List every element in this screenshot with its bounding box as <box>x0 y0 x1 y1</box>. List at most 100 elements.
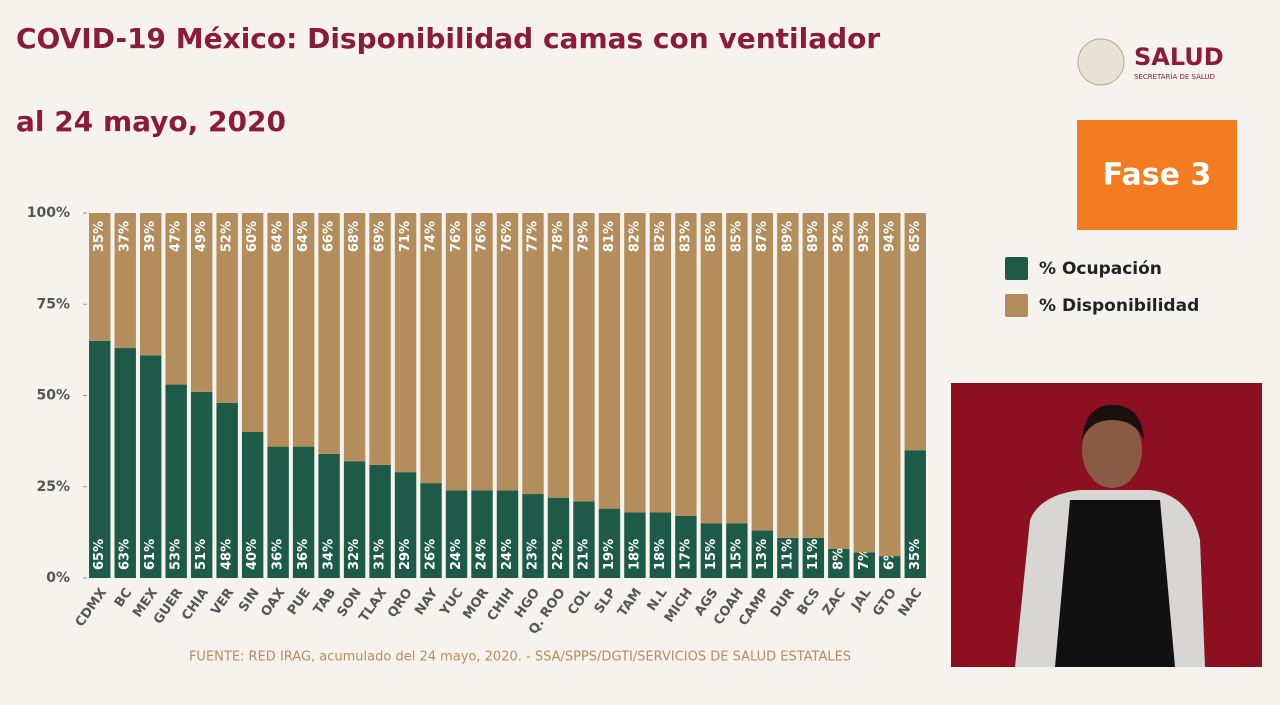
bar-segment <box>649 512 672 578</box>
value-label: 22% <box>551 539 566 570</box>
value-label: 15% <box>729 539 744 570</box>
bar-segment <box>471 490 493 578</box>
value-label: 85% <box>729 221 744 252</box>
value-label: 37% <box>118 221 133 252</box>
value-label: 36% <box>296 539 311 570</box>
value-label: 17% <box>678 539 693 570</box>
value-label: 79% <box>576 221 591 252</box>
value-label: 76% <box>500 221 515 252</box>
value-label: 40% <box>245 539 260 570</box>
bar-segment <box>828 213 850 549</box>
bar-segment <box>777 213 799 538</box>
bar-segment <box>522 494 544 578</box>
bar-segment <box>394 472 417 578</box>
value-label: 64% <box>271 221 286 252</box>
value-label: 35% <box>908 539 923 570</box>
y-tick-label: 75% <box>36 296 70 312</box>
bar-segment <box>828 548 850 578</box>
bar-segment <box>241 213 264 432</box>
bar-segment <box>165 384 187 578</box>
value-label: 76% <box>475 221 490 252</box>
bar-segment <box>751 213 774 531</box>
bar-segment <box>420 213 442 484</box>
value-label: 89% <box>806 221 821 252</box>
value-label: 34% <box>322 539 337 570</box>
value-label: 8% <box>831 548 846 570</box>
bar-segment <box>292 213 315 447</box>
value-label: 19% <box>602 539 617 570</box>
bar-segment <box>700 523 723 578</box>
value-label: 68% <box>347 221 362 252</box>
value-label: 24% <box>449 539 464 570</box>
chart-title: COVID-19 México: Disponibilidad camas co… <box>16 22 880 55</box>
bar-segment <box>420 483 442 578</box>
bar-segment <box>675 213 697 516</box>
bar-segment <box>904 450 926 578</box>
phase-label: Fase 3 <box>1103 158 1212 193</box>
value-label: 23% <box>525 539 540 570</box>
y-tick-label: 100% <box>27 205 70 221</box>
bar-segment <box>675 515 697 578</box>
value-label: 94% <box>882 221 897 252</box>
value-label: 82% <box>653 221 668 252</box>
value-label: 26% <box>424 539 439 570</box>
bar-segment <box>879 213 901 557</box>
value-label: 24% <box>500 539 515 570</box>
value-label: 93% <box>857 221 872 252</box>
bar-segment <box>879 556 901 578</box>
bar-segment <box>726 213 748 524</box>
value-label: 65% <box>908 221 923 252</box>
bar-segment <box>89 213 111 341</box>
value-label: 85% <box>704 221 719 252</box>
value-label: 71% <box>398 221 413 252</box>
value-label: 18% <box>627 539 642 570</box>
bar-segment <box>292 446 315 578</box>
logo-emblem <box>1077 38 1125 86</box>
bar-segment <box>114 348 136 578</box>
value-label: 49% <box>194 221 209 252</box>
bar-segment <box>624 213 646 513</box>
bar-segment <box>318 213 340 454</box>
bar-segment <box>445 490 468 578</box>
value-label: 52% <box>220 221 235 252</box>
bar-segment <box>114 213 136 349</box>
value-label: 7% <box>857 548 872 570</box>
bar-segment <box>624 512 646 578</box>
bar-segment <box>343 461 366 578</box>
bar-segment <box>547 497 570 578</box>
bar-segment <box>318 453 340 578</box>
value-label: 81% <box>602 221 617 252</box>
value-label: 83% <box>678 221 693 252</box>
bar-segment <box>471 213 493 491</box>
bar-segment <box>853 552 875 578</box>
value-label: 47% <box>169 221 184 252</box>
y-tick-label: 25% <box>36 479 70 495</box>
chart-subtitle: al 24 mayo, 2020 <box>16 105 286 138</box>
bar-segment <box>598 213 621 509</box>
value-label: 60% <box>245 221 260 252</box>
figure-dress <box>1055 500 1175 667</box>
value-label: 11% <box>780 539 795 570</box>
phase-box <box>1077 120 1237 230</box>
bar-segment <box>496 490 519 578</box>
value-label: 87% <box>755 221 770 252</box>
y-tick-label: 0% <box>46 570 70 586</box>
value-label: 65% <box>92 539 107 570</box>
value-label: 29% <box>398 539 413 570</box>
bar-segment <box>802 537 825 578</box>
bar-segment <box>165 213 187 385</box>
value-label: 39% <box>143 221 158 252</box>
value-label: 63% <box>118 539 133 570</box>
bar-segment <box>751 530 774 578</box>
bar-segment <box>394 213 417 473</box>
legend-label: % Disponibilidad <box>1039 296 1199 316</box>
legend-swatch <box>1005 257 1028 280</box>
legend-swatch <box>1005 294 1028 317</box>
value-label: 92% <box>831 221 846 252</box>
value-label: 32% <box>347 539 362 570</box>
value-label: 36% <box>271 539 286 570</box>
bar-segment <box>343 213 366 462</box>
value-label: 51% <box>194 539 209 570</box>
bar-segment <box>573 501 595 578</box>
